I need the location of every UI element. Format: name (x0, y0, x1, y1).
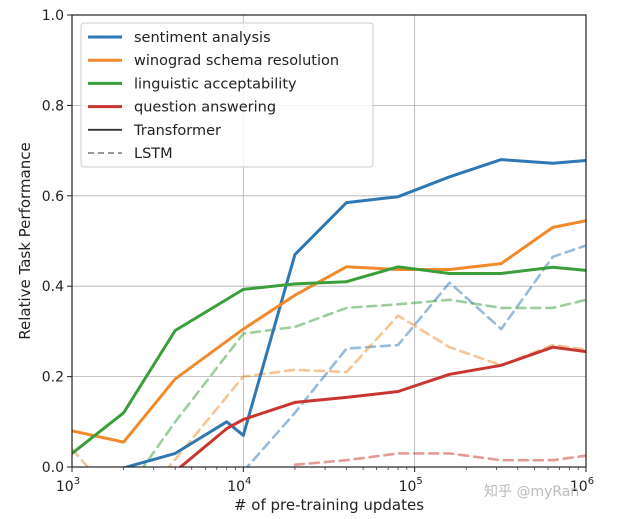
watermark: 知乎 @myRan (484, 483, 579, 500)
legend-label: linguistic acceptability (134, 76, 297, 92)
series-line-lstm-question-answering (293, 452, 586, 467)
y-tick-label: 0.2 (42, 370, 64, 386)
x-tick-label: 103 (56, 476, 80, 495)
series-line-transformer-winograd-schema-resolution (72, 219, 586, 444)
x-tick-label: 105 (399, 476, 423, 495)
y-tick-label: 0.0 (42, 460, 64, 476)
x-axis-label: # of pre-training updates (234, 496, 424, 514)
legend-label: winograd schema resolution (134, 53, 339, 69)
series-line-transformer-sentiment-analysis (119, 158, 586, 467)
plot-frame (71, 14, 587, 468)
legend-label: Transformer (133, 123, 221, 139)
y-tick-label: 0.8 (42, 98, 64, 114)
series-line-transformer-question-answering (178, 345, 586, 467)
series-line-transformer-linguistic-acceptability (72, 265, 586, 455)
y-axis: 0.0 0.2 0.4 0.6 0.8 1.0 (42, 8, 72, 476)
x-tick-label: 104 (227, 476, 251, 495)
y-tick-label: 1.0 (42, 8, 64, 24)
legend-label: sentiment analysis (134, 30, 271, 46)
y-axis-label: Relative Task Performance (16, 142, 34, 339)
legend-label: question answering (134, 100, 276, 116)
series-layer (72, 158, 586, 467)
legend-label: LSTM (134, 146, 173, 162)
x-tick-label: 106 (570, 476, 594, 495)
y-tick-label: 0.4 (42, 279, 64, 295)
legend: sentiment analysis winograd schema resolu… (80, 22, 374, 168)
x-axis: 103 104 105 106 (56, 467, 594, 495)
series-line-lstm-linguistic-acceptability (141, 298, 586, 467)
legend-box (80, 22, 374, 168)
y-tick-label: 0.6 (42, 189, 64, 205)
